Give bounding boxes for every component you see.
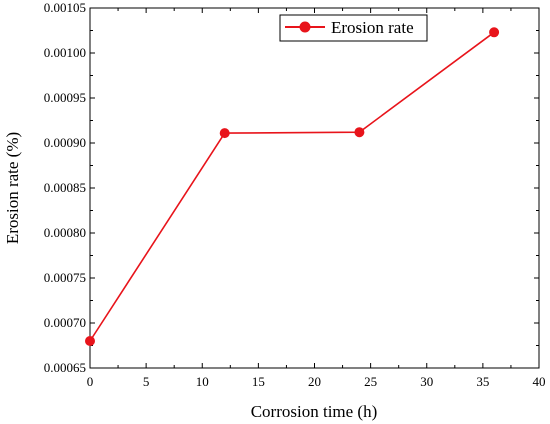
x-tick-label: 20 (308, 374, 321, 389)
y-tick-label: 0.00105 (44, 0, 86, 15)
y-tick-label: 0.00085 (44, 180, 86, 195)
x-axis-title: Corrosion time (h) (251, 402, 378, 421)
x-axis-ticks: 0 5 10 15 20 25 30 35 40 (87, 8, 546, 389)
data-point (489, 27, 500, 38)
legend-label: Erosion rate (331, 18, 414, 37)
series-line-0 (89, 31, 495, 342)
legend: Erosion rate (279, 14, 428, 42)
y-tick-label: 0.00090 (44, 135, 86, 150)
x-tick-label: 30 (420, 374, 433, 389)
data-point (219, 128, 230, 139)
y-axis-ticks: 0.00065 0.00070 0.00075 0.00080 0.00085 0.000… (44, 0, 539, 375)
x-tick-label: 25 (364, 374, 377, 389)
x-tick-label: 35 (476, 374, 489, 389)
y-tick-label: 0.00095 (44, 90, 86, 105)
data-point (354, 127, 365, 138)
x-tick-label: 10 (196, 374, 209, 389)
plot-frame (89, 7, 540, 369)
y-tick-label: 0.00080 (44, 225, 86, 240)
y-axis-title: Erosion rate (%) (3, 132, 22, 244)
legend-marker (299, 21, 311, 33)
x-tick-label: 40 (533, 374, 546, 389)
data-point (85, 336, 95, 346)
y-tick-label: 0.00070 (44, 315, 86, 330)
x-tick-label: 15 (252, 374, 265, 389)
y-tick-label: 0.00100 (44, 45, 86, 60)
x-tick-label: 5 (143, 374, 150, 389)
series-layer (85, 27, 500, 346)
x-tick-label: 0 (87, 374, 94, 389)
y-tick-label: 0.00065 (44, 360, 86, 375)
y-tick-label: 0.00075 (44, 270, 86, 285)
